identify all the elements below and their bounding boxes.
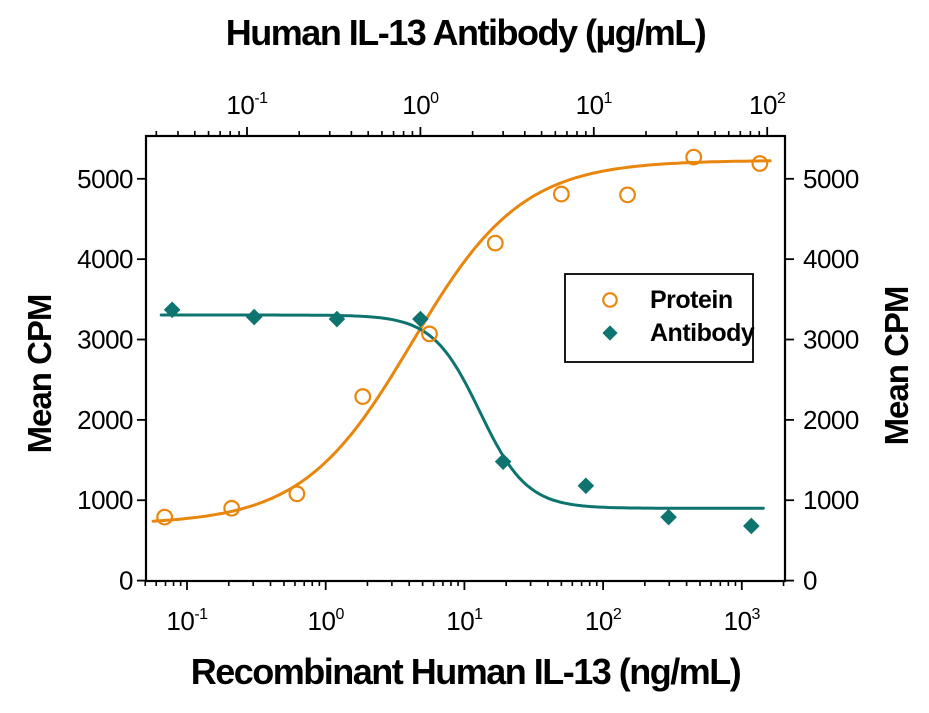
antibody-data-point [412, 310, 429, 328]
top-axis-tick-label: 100 [402, 90, 439, 120]
protein-data-point [354, 388, 372, 405]
protein-data-point [619, 186, 636, 204]
top-axis-tick-label: 101 [576, 90, 613, 120]
antibody-fit-curve [159, 313, 765, 510]
legend-label: Protein [650, 286, 733, 314]
top-axis-tick-label: 10-1 [226, 90, 268, 120]
antibody-data-point [328, 310, 346, 328]
legend-marker-antibody-icon [602, 325, 618, 341]
bottom-axis-tick-label: 103 [724, 606, 761, 636]
protein-data-point [156, 508, 174, 526]
y-axis-tick-label-left: 2000 [77, 405, 133, 435]
antibody-data-point [743, 517, 760, 535]
y-axis-tick-label-right: 4000 [803, 244, 859, 274]
protein-data-point [223, 499, 241, 517]
top-axis-tick-label: 102 [749, 90, 786, 120]
legend-label: Antibody [650, 319, 755, 347]
y-axis-tick-label-right: 0 [803, 566, 817, 596]
protein-data-point [552, 185, 570, 203]
protein-data-point [486, 234, 504, 252]
y-axis-tick-label-right: 3000 [803, 325, 859, 355]
bottom-axis-tick-label: 100 [308, 606, 345, 636]
y-axis-tick-label-right: 5000 [803, 164, 859, 194]
bottom-axis-tick-label: 102 [585, 606, 622, 636]
protein-data-point [751, 155, 769, 172]
y-axis-tick-label-left: 4000 [77, 244, 133, 274]
y-axis-tick-label-right: 1000 [803, 485, 859, 515]
antibody-data-point [245, 308, 263, 326]
legend-box [564, 273, 754, 363]
antibody-data-point [494, 453, 512, 470]
y-axis-tick-label-left: 3000 [77, 325, 133, 355]
y-axis-tick-label-left: 1000 [77, 485, 133, 515]
protein-fit-curve [151, 159, 772, 523]
protein-data-point [288, 485, 306, 503]
y-axis-tick-label-left: 5000 [77, 164, 133, 194]
antibody-data-point [577, 477, 595, 495]
protein-data-point [421, 325, 438, 343]
y-axis-tick-label-left: 0 [119, 566, 133, 596]
bottom-axis-title: Recombinant Human IL-13 (ng/mL) [190, 651, 742, 692]
legend-marker-protein-icon [602, 292, 618, 308]
y-axis-tick-label-right: 2000 [803, 405, 859, 435]
bottom-axis-tick-label: 10-1 [166, 606, 208, 636]
top-axis-title: Human IL-13 Antibody (µg/mL) [225, 12, 707, 53]
bottom-axis-tick-label: 101 [446, 606, 483, 636]
protein-data-point [685, 148, 703, 166]
plot-border [144, 134, 787, 583]
antibody-data-point [163, 301, 181, 319]
antibody-data-point [660, 508, 677, 526]
